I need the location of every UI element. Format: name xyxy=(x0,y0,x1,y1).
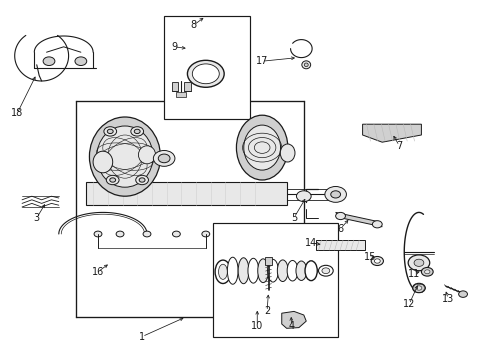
Bar xyxy=(172,82,178,91)
Ellipse shape xyxy=(287,261,298,281)
Bar xyxy=(76,101,304,317)
Circle shape xyxy=(143,231,151,237)
Text: 18: 18 xyxy=(11,108,24,118)
Ellipse shape xyxy=(192,64,219,84)
Ellipse shape xyxy=(138,146,155,164)
Circle shape xyxy=(106,175,119,185)
Ellipse shape xyxy=(93,151,113,173)
Ellipse shape xyxy=(277,260,288,282)
Bar xyxy=(164,16,250,119)
Ellipse shape xyxy=(416,286,422,290)
Circle shape xyxy=(75,57,87,66)
Ellipse shape xyxy=(421,267,433,276)
Text: 5: 5 xyxy=(291,213,297,223)
Text: 7: 7 xyxy=(396,141,402,151)
Text: 4: 4 xyxy=(289,321,294,331)
Ellipse shape xyxy=(237,115,288,180)
Ellipse shape xyxy=(215,260,231,284)
Text: 16: 16 xyxy=(92,267,104,277)
Ellipse shape xyxy=(322,268,330,274)
Text: 17: 17 xyxy=(256,56,269,66)
Text: 13: 13 xyxy=(442,294,455,304)
Bar xyxy=(176,92,186,97)
Circle shape xyxy=(336,212,345,220)
Circle shape xyxy=(131,127,144,136)
Ellipse shape xyxy=(238,258,249,284)
Ellipse shape xyxy=(371,256,384,265)
Circle shape xyxy=(287,316,296,323)
Text: 3: 3 xyxy=(34,213,40,223)
Text: 10: 10 xyxy=(251,321,264,331)
Circle shape xyxy=(153,150,175,166)
Ellipse shape xyxy=(268,259,278,282)
Circle shape xyxy=(372,221,382,228)
Polygon shape xyxy=(363,124,421,142)
Bar xyxy=(86,182,287,205)
Circle shape xyxy=(325,186,346,202)
Bar xyxy=(316,240,365,250)
Bar xyxy=(265,257,272,265)
Polygon shape xyxy=(282,311,306,328)
Circle shape xyxy=(104,127,117,136)
Ellipse shape xyxy=(187,60,224,87)
Ellipse shape xyxy=(424,270,430,274)
Circle shape xyxy=(331,191,341,198)
Polygon shape xyxy=(336,212,382,227)
Circle shape xyxy=(202,231,210,237)
Text: 9: 9 xyxy=(171,42,177,52)
Text: 14: 14 xyxy=(305,238,318,248)
Text: 15: 15 xyxy=(364,252,376,262)
Ellipse shape xyxy=(305,261,318,281)
Text: 1: 1 xyxy=(139,332,145,342)
Ellipse shape xyxy=(302,61,311,69)
Circle shape xyxy=(408,255,430,271)
Circle shape xyxy=(136,175,148,185)
Circle shape xyxy=(94,231,102,237)
Circle shape xyxy=(414,259,424,266)
Text: 8: 8 xyxy=(191,20,196,30)
Ellipse shape xyxy=(296,261,307,280)
Circle shape xyxy=(459,291,467,297)
Circle shape xyxy=(116,231,124,237)
Ellipse shape xyxy=(219,264,227,279)
Bar xyxy=(213,223,338,337)
Ellipse shape xyxy=(413,283,425,293)
Ellipse shape xyxy=(97,126,153,187)
Circle shape xyxy=(172,231,180,237)
Text: 6: 6 xyxy=(338,224,343,234)
Ellipse shape xyxy=(248,258,259,283)
Circle shape xyxy=(296,191,311,202)
Text: 12: 12 xyxy=(403,299,416,309)
Circle shape xyxy=(43,57,55,66)
Ellipse shape xyxy=(318,265,333,276)
Ellipse shape xyxy=(374,259,380,263)
Circle shape xyxy=(134,129,140,134)
Ellipse shape xyxy=(258,259,269,283)
Ellipse shape xyxy=(304,63,308,67)
Bar xyxy=(184,82,191,91)
Circle shape xyxy=(158,154,170,163)
Ellipse shape xyxy=(244,125,280,170)
Circle shape xyxy=(110,178,116,182)
Circle shape xyxy=(139,178,145,182)
Text: 2: 2 xyxy=(264,306,270,316)
Circle shape xyxy=(107,129,113,134)
Ellipse shape xyxy=(227,257,238,284)
Ellipse shape xyxy=(89,117,161,196)
Text: 11: 11 xyxy=(408,269,420,279)
Ellipse shape xyxy=(280,144,295,162)
